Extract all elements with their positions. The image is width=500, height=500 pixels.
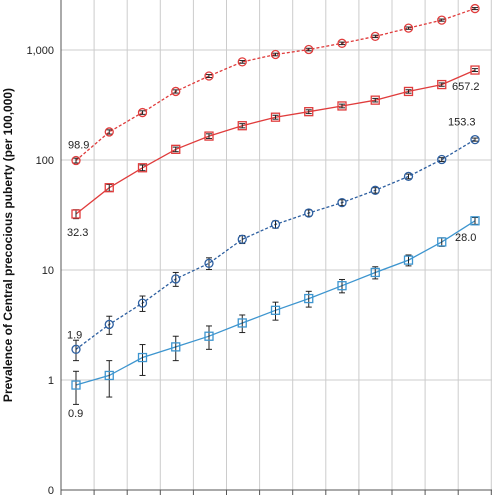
data-point — [470, 65, 480, 75]
data-point — [437, 154, 447, 165]
data-point — [237, 318, 247, 328]
data-point — [171, 342, 181, 352]
data-point — [270, 305, 281, 315]
data-point — [403, 171, 414, 182]
series-2 — [71, 134, 480, 362]
y-tick-label: 1 — [48, 375, 54, 387]
data-point — [470, 134, 480, 145]
data-point — [470, 216, 480, 226]
data-point — [437, 237, 447, 247]
data-point — [71, 209, 81, 219]
series-layer — [71, 3, 480, 405]
data-point — [171, 86, 181, 97]
gridlines — [60, 0, 492, 490]
data-point — [204, 258, 214, 268]
data-point — [237, 121, 247, 131]
series-line — [75, 69, 476, 215]
data-point — [270, 112, 281, 122]
data-point — [304, 107, 314, 117]
data-point — [204, 131, 214, 141]
y-tick-label: 10 — [42, 265, 54, 277]
data-point — [137, 352, 148, 363]
data-point — [403, 255, 414, 265]
data-point — [304, 293, 314, 304]
data-point — [237, 57, 247, 67]
data-point — [71, 155, 81, 166]
data-point — [104, 127, 114, 137]
data-point — [237, 234, 247, 244]
data-point — [337, 197, 347, 208]
data-point — [137, 107, 148, 118]
data-point — [137, 163, 148, 173]
y-tick-label: 0 — [48, 485, 54, 497]
y-axis-title: Prevalence of Central precocious puberty… — [1, 88, 15, 402]
data-point — [370, 31, 380, 42]
data-point — [370, 267, 380, 278]
data-point — [437, 15, 447, 25]
y-tick-label: 100 — [36, 155, 54, 167]
data-label: 98.9 — [68, 140, 89, 152]
data-point — [403, 23, 414, 33]
data-point — [470, 3, 480, 14]
data-point — [337, 38, 347, 48]
data-point — [370, 95, 380, 105]
data-point — [304, 208, 314, 218]
data-labels: 98.9 32.3 657.2 1.9 153.3 0.9 28.0 — [67, 81, 480, 420]
data-point — [370, 185, 380, 195]
data-point — [204, 71, 214, 81]
data-point — [104, 319, 114, 330]
data-label: 657.2 — [452, 81, 480, 93]
y-tick-labels: 0 1 10 100 1,000 — [26, 45, 54, 497]
series-line — [75, 7, 476, 161]
data-label: 28.0 — [455, 232, 476, 244]
data-label: 153.3 — [448, 117, 476, 129]
data-point — [304, 44, 314, 55]
axes — [60, 0, 492, 495]
data-point — [104, 370, 114, 381]
data-point — [403, 86, 414, 97]
data-point — [71, 380, 81, 390]
data-point — [204, 331, 214, 341]
data-point — [171, 144, 181, 154]
series-3 — [71, 216, 480, 405]
series-1 — [71, 65, 480, 220]
data-label: 0.9 — [68, 408, 83, 420]
data-point — [171, 274, 181, 284]
data-point — [104, 183, 114, 193]
data-point — [337, 281, 347, 291]
data-point — [437, 79, 447, 90]
data-point — [270, 49, 281, 60]
y-tick-label: 1,000 — [26, 45, 54, 57]
data-point — [71, 344, 81, 354]
data-label: 1.9 — [67, 329, 82, 341]
data-point — [337, 101, 347, 111]
data-point — [270, 219, 281, 230]
series-0 — [71, 3, 480, 166]
data-label: 32.3 — [67, 227, 88, 239]
data-point — [137, 298, 148, 308]
